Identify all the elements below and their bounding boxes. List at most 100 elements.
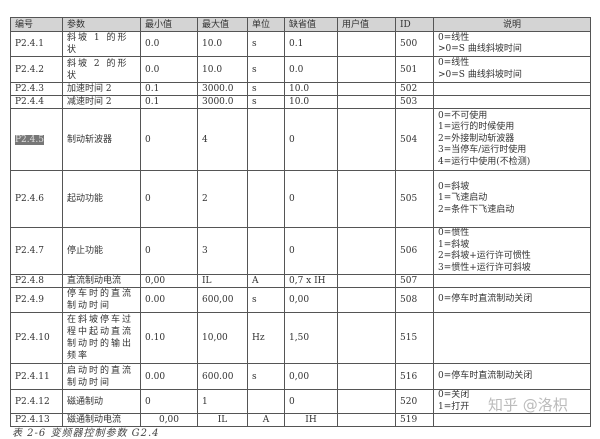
user-value-cell: [337, 82, 396, 96]
description-cell: [433, 274, 591, 288]
description-cell: 0=不可使用 1=运行的时候使用 2=外接制动斩波器 3=当停车/运行时使用 4…: [433, 108, 591, 171]
max-cell: 3000.0: [197, 95, 248, 109]
code-cell: P2.4.10: [10, 312, 63, 364]
min-cell: 0.1: [140, 82, 198, 96]
param-cell: 斜坡 2 的形状: [62, 56, 141, 83]
id-cell: 507: [395, 274, 434, 288]
unit-cell: [247, 170, 285, 228]
watermark: 知乎 @洛枳: [488, 396, 568, 414]
table-row: P2.4.10 在斜坡停车过程中起动直流制动时的输出频率 0.10 10,00 Hz 1,…: [10, 312, 591, 364]
code-cell: P2.4.2: [10, 56, 63, 83]
table-row: P2.4.12 磁通制动 0 1 0 520 0=关闭 1=打开: [10, 389, 591, 414]
table-row: P2.4.6 起动功能 0 2 0 505 0=斜坡 1=飞速启动 2=条件下飞速启动: [10, 170, 591, 228]
code-cell: P2.4.4: [10, 95, 63, 109]
max-cell: 10.0: [197, 31, 248, 57]
max-cell: 4: [197, 108, 248, 171]
param-cell: 停止功能: [62, 227, 141, 275]
table-row: P2.4.2 斜坡 2 的形状 0.0 10.0 s 0.0 501 0=线性 >0=S 曲线…: [10, 56, 591, 83]
min-cell: 0.10: [140, 312, 198, 364]
user-value-cell: [337, 31, 396, 57]
code-cell: P2.4.8: [10, 274, 63, 288]
code-cell: P2.4.12: [10, 389, 63, 414]
user-value-cell: [337, 108, 396, 171]
table-row: P2.4.1 斜坡 1 的形状 0.0 10.0 s 0.1 500 0=线性 >0=S 曲线…: [10, 31, 591, 57]
default-cell: 1,50: [284, 312, 338, 364]
parameter-table: 编号 参数 最小值 最大值 单位 缺省值 用户值 ID 说明 P2.4.1 斜坡 1 的形状 0.0…: [10, 17, 591, 427]
param-cell: 启动时的直流制动时间: [62, 363, 141, 390]
id-cell: 504: [395, 108, 434, 171]
description-cell: 0=线性 >0=S 曲线斜坡时间: [433, 56, 591, 83]
code-cell: P2.4.9: [10, 287, 63, 313]
column-header: 用户值: [337, 17, 396, 32]
user-value-cell: [337, 95, 396, 109]
column-header: 参数: [62, 17, 141, 32]
default-cell: 10.0: [284, 82, 338, 96]
max-cell: IL: [197, 274, 248, 288]
column-header: 最大值: [197, 17, 248, 32]
table-row: P2.4.5 制动斩波器 0 4 0 504 0=不可使用 1=运行的时候使用 2=外接制动…: [10, 108, 591, 171]
default-cell: 0,00: [284, 363, 338, 390]
max-cell: 1: [197, 389, 248, 414]
header-row: 编号 参数 最小值 最大值 单位 缺省值 用户值 ID 说明: [10, 17, 591, 32]
description-cell: [433, 82, 591, 96]
code-cell: P2.4.1: [10, 31, 63, 57]
max-cell: 3: [197, 227, 248, 275]
unit-cell: [247, 108, 285, 171]
default-cell: 0: [284, 108, 338, 171]
id-cell: 516: [395, 363, 434, 390]
default-cell: 0: [284, 389, 338, 414]
code-cell: P2.4.11: [10, 363, 63, 390]
default-cell: 0.0: [284, 56, 338, 83]
min-cell: 0: [140, 108, 198, 171]
code-cell: P2.4.3: [10, 82, 63, 96]
unit-cell: s: [247, 95, 285, 109]
description-cell: 0=停车时直流制动关闭: [433, 363, 591, 390]
unit-cell: [247, 389, 285, 414]
max-cell: 600,00: [197, 287, 248, 313]
description-cell: 0=关闭 1=打开: [433, 389, 591, 414]
id-cell: 515: [395, 312, 434, 364]
table-row: P2.4.4 减速时间 2 0.1 3000.0 s 10.0 503: [10, 95, 591, 109]
description-cell: 0=斜坡 1=飞速启动 2=条件下飞速启动: [433, 170, 591, 228]
param-cell: 磁通制动: [62, 389, 141, 414]
max-cell: 600.00: [197, 363, 248, 390]
user-value-cell: [337, 56, 396, 83]
code-cell: P2.4.7: [10, 227, 63, 275]
id-cell: 519: [395, 413, 434, 427]
param-cell: 直流制动电流: [62, 274, 141, 288]
table-row: P2.4.3 加速时间 2 0.1 3000.0 s 10.0 502: [10, 82, 591, 96]
id-cell: 500: [395, 31, 434, 57]
max-cell: 2: [197, 170, 248, 228]
description-cell: 0=线性 >0=S 曲线斜坡时间: [433, 31, 591, 57]
min-cell: 0,00: [140, 413, 198, 427]
id-cell: 508: [395, 287, 434, 313]
user-value-cell: [337, 287, 396, 313]
max-cell: 3000.0: [197, 82, 248, 96]
id-cell: 503: [395, 95, 434, 109]
description-cell: [433, 312, 591, 364]
id-cell: 505: [395, 170, 434, 228]
id-cell: 506: [395, 227, 434, 275]
min-cell: 0.0: [140, 31, 198, 57]
column-header: 说明: [433, 17, 591, 32]
default-cell: 0,7 x IH: [284, 274, 338, 288]
default-cell: 0.1: [284, 31, 338, 57]
min-cell: 0: [140, 170, 198, 228]
unit-cell: s: [247, 82, 285, 96]
user-value-cell: [337, 274, 396, 288]
table-row: P2.4.7 停止功能 0 3 0 506 0=惯性 1=斜坡 2=斜坡+运行许可惯性 3=…: [10, 227, 591, 275]
description-cell: [433, 413, 591, 427]
min-cell: 0.1: [140, 95, 198, 109]
max-cell: 10.0: [197, 56, 248, 83]
table-row: P2.4.8 直流制动电流 0,00 IL A 0,7 x IH 507: [10, 274, 591, 288]
unit-cell: s: [247, 363, 285, 390]
param-cell: 在斜坡停车过程中起动直流制动时的输出频率: [62, 312, 141, 364]
min-cell: 0,00: [140, 274, 198, 288]
unit-cell: s: [247, 56, 285, 83]
param-cell: 制动斩波器: [62, 108, 141, 171]
id-cell: 502: [395, 82, 434, 96]
unit-cell: [247, 227, 285, 275]
unit-cell: A: [247, 413, 285, 427]
column-header: 编号: [10, 17, 63, 32]
unit-cell: A: [247, 274, 285, 288]
